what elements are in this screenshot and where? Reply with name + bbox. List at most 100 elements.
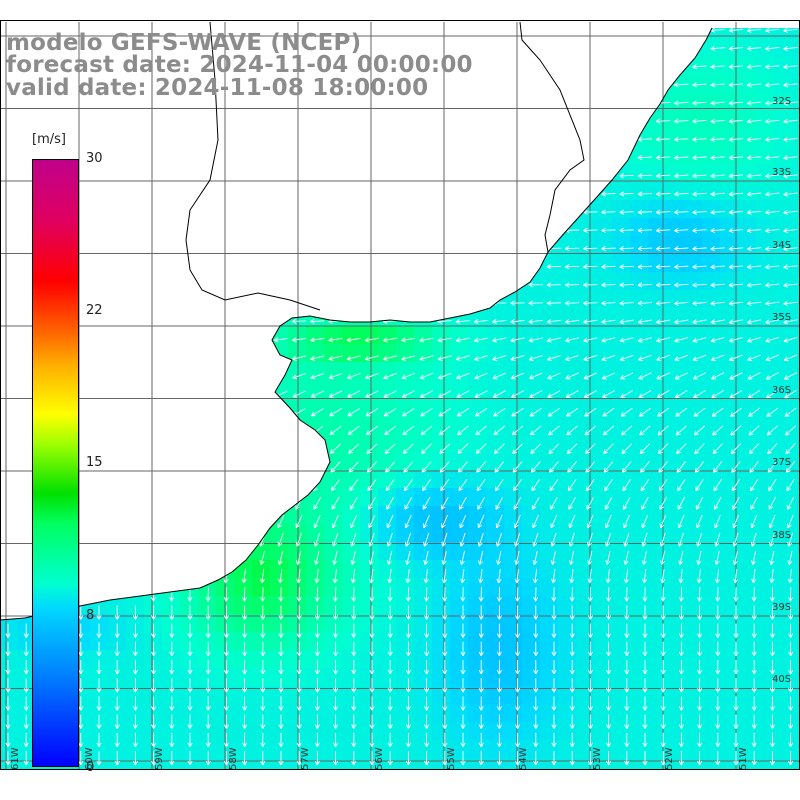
wind-arrow-head: [786, 470, 791, 473]
wind-arrow-head: [765, 359, 771, 362]
wind-arrow-head: [298, 724, 302, 729]
wind-speed-cell: [792, 326, 800, 345]
wind-arrow-head: [243, 597, 248, 602]
wind-arrow: [624, 532, 630, 547]
wind-speed-cell: [396, 506, 415, 525]
wind-arrow: [729, 372, 743, 380]
wind-speed-cell: [18, 740, 37, 759]
wind-speed-cell: [720, 290, 739, 309]
wind-arrow-head: [566, 433, 572, 436]
wind-speed-cell: [360, 380, 379, 399]
wind-arrow-head: [747, 175, 752, 179]
wind-arrow-head: [347, 411, 351, 417]
wind-speed-cell: [450, 704, 469, 723]
wind-arrow-head: [349, 486, 351, 491]
wind-arrow-head: [655, 173, 661, 177]
wind-speed-cell: [306, 668, 325, 687]
wind-arrow-head: [386, 506, 391, 510]
wind-arrow-head: [511, 411, 515, 417]
wind-arrow-head: [765, 209, 770, 214]
wind-arrow-head: [655, 246, 661, 250]
wind-arrow-head: [677, 488, 682, 492]
wind-arrow-head: [426, 742, 430, 748]
wind-arrow-head: [564, 248, 570, 252]
wind-speed-cell: [648, 308, 667, 327]
wind-arrow-head: [644, 615, 648, 620]
wind-speed-cell: [540, 272, 559, 291]
wind-arrow-head: [656, 266, 661, 270]
wind-arrow: [621, 425, 633, 436]
wind-arrow: [637, 247, 653, 250]
wind-speed-cell: [378, 416, 397, 435]
wind-arrow-head: [7, 651, 11, 657]
wind-arrow-head: [626, 724, 630, 729]
wind-arrow: [528, 319, 543, 323]
wind-speed-cell: [396, 650, 415, 669]
wind-arrow: [419, 355, 434, 360]
wind-arrow-head: [619, 211, 625, 215]
wind-arrow: [766, 407, 779, 417]
wind-arrow-head: [422, 506, 428, 510]
wind-arrow-head: [674, 321, 679, 325]
wind-arrow-head: [730, 415, 735, 417]
wind-arrow-head: [769, 615, 773, 620]
wind-speed-cell: [666, 632, 685, 651]
wind-speed-cell: [450, 668, 469, 687]
wind-arrow: [292, 320, 307, 322]
wind-arrow-head: [480, 688, 484, 693]
wind-arrow: [347, 390, 361, 398]
wind-arrow-head: [692, 246, 697, 250]
wind-speed-cell: [594, 524, 613, 543]
wind-speed-cell: [378, 650, 397, 669]
wind-arrow-head: [765, 48, 770, 52]
wind-arrow-head: [692, 248, 697, 252]
wind-arrow-head: [333, 560, 338, 565]
wind-arrow-head: [474, 359, 480, 361]
wind-speed-cell: [486, 668, 505, 687]
wind-arrow: [765, 229, 780, 232]
wind-speed-cell: [288, 632, 307, 651]
wind-speed-cell: [414, 524, 433, 543]
wind-arrow: [783, 283, 798, 287]
wind-arrow: [747, 28, 762, 32]
wind-arrow-head: [568, 506, 573, 510]
wind-arrow-head: [692, 118, 697, 122]
wind-arrow-head: [7, 688, 11, 693]
wind-arrow-head: [477, 541, 480, 547]
wind-speed-cell: [468, 398, 487, 417]
wind-arrow-head: [351, 542, 356, 547]
wind-arrow: [694, 425, 706, 436]
wind-arrow-head: [714, 560, 717, 565]
wind-arrow-head: [660, 633, 664, 638]
wind-speed-cell: [252, 740, 271, 759]
wind-arrow-head: [171, 615, 175, 620]
wind-arrow-head: [187, 706, 191, 711]
wind-arrow-head: [405, 633, 409, 638]
wind-speed-cell: [594, 254, 613, 273]
wind-arrow: [476, 461, 487, 473]
wind-arrow: [710, 210, 725, 214]
wind-arrow: [657, 407, 670, 417]
wind-arrow-head: [644, 724, 648, 729]
wind-arrow-head: [317, 760, 320, 766]
wind-arrow-head: [5, 724, 9, 729]
wind-speed-cell: [450, 524, 469, 543]
wind-speed-cell: [648, 650, 667, 669]
wind-arrow-head: [280, 742, 284, 748]
wind-speed-cell: [756, 416, 775, 435]
wind-arrow-head: [480, 760, 484, 766]
wind-arrow-head: [783, 118, 788, 123]
wind-arrow-head: [728, 175, 734, 179]
wind-arrow: [567, 461, 577, 473]
wind-arrow-head: [314, 706, 318, 711]
wind-arrow: [456, 407, 470, 417]
wind-arrow: [494, 461, 505, 473]
wind-arrow-head: [80, 669, 84, 675]
wind-arrow-head: [637, 155, 643, 159]
wind-arrow-head: [455, 321, 461, 325]
wind-arrow-head: [244, 651, 248, 657]
wind-arrow: [477, 496, 486, 510]
wind-arrow-head: [788, 760, 791, 766]
wind-arrow: [311, 408, 324, 417]
wind-arrow-head: [510, 359, 516, 362]
